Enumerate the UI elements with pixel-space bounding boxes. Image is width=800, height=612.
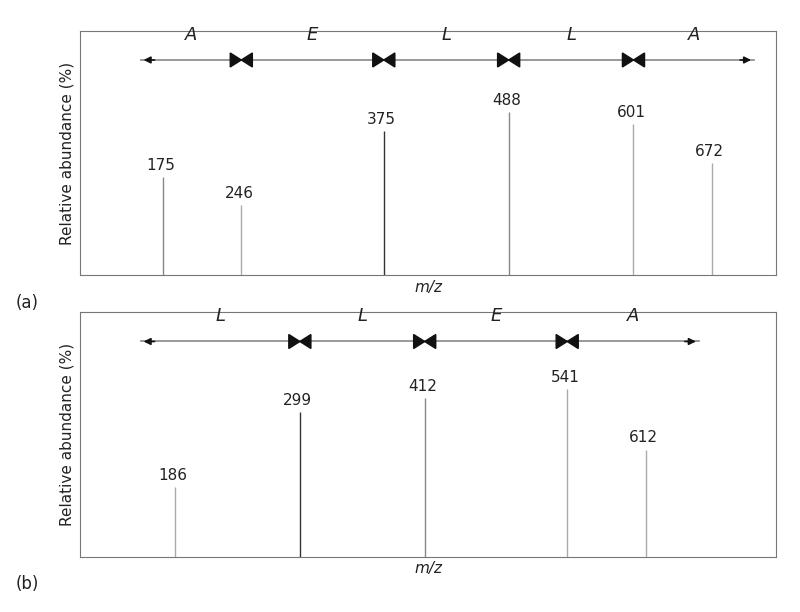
Polygon shape xyxy=(242,53,252,67)
Text: (b): (b) xyxy=(16,575,39,593)
Y-axis label: Relative abundance (%): Relative abundance (%) xyxy=(59,61,74,245)
Polygon shape xyxy=(567,335,578,348)
X-axis label: m/z: m/z xyxy=(414,280,442,294)
Text: L: L xyxy=(358,307,367,325)
Text: E: E xyxy=(307,26,318,43)
Y-axis label: Relative abundance (%): Relative abundance (%) xyxy=(59,343,74,526)
Text: 612: 612 xyxy=(629,430,658,446)
Polygon shape xyxy=(622,53,634,67)
Text: 672: 672 xyxy=(695,144,724,159)
Polygon shape xyxy=(230,53,242,67)
Text: 299: 299 xyxy=(283,393,312,408)
Polygon shape xyxy=(556,335,567,348)
Text: 412: 412 xyxy=(408,379,437,394)
Polygon shape xyxy=(414,335,425,348)
Text: A: A xyxy=(687,26,700,43)
Polygon shape xyxy=(384,53,395,67)
Text: L: L xyxy=(566,26,576,43)
Text: E: E xyxy=(490,307,502,325)
Polygon shape xyxy=(634,53,645,67)
Text: 541: 541 xyxy=(550,370,579,385)
Polygon shape xyxy=(373,53,384,67)
Polygon shape xyxy=(509,53,520,67)
Text: 246: 246 xyxy=(225,186,254,201)
Polygon shape xyxy=(300,335,311,348)
Text: 186: 186 xyxy=(158,468,187,483)
Text: A: A xyxy=(626,307,639,325)
Text: L: L xyxy=(215,307,226,325)
Text: 601: 601 xyxy=(617,105,646,120)
Polygon shape xyxy=(425,335,436,348)
Text: 375: 375 xyxy=(367,111,396,127)
Text: A: A xyxy=(185,26,198,43)
Polygon shape xyxy=(289,335,300,348)
Text: (a): (a) xyxy=(16,294,39,312)
Text: L: L xyxy=(442,26,451,43)
X-axis label: m/z: m/z xyxy=(414,561,442,576)
Polygon shape xyxy=(498,53,509,67)
Text: 175: 175 xyxy=(146,159,175,173)
Text: 488: 488 xyxy=(492,93,521,108)
